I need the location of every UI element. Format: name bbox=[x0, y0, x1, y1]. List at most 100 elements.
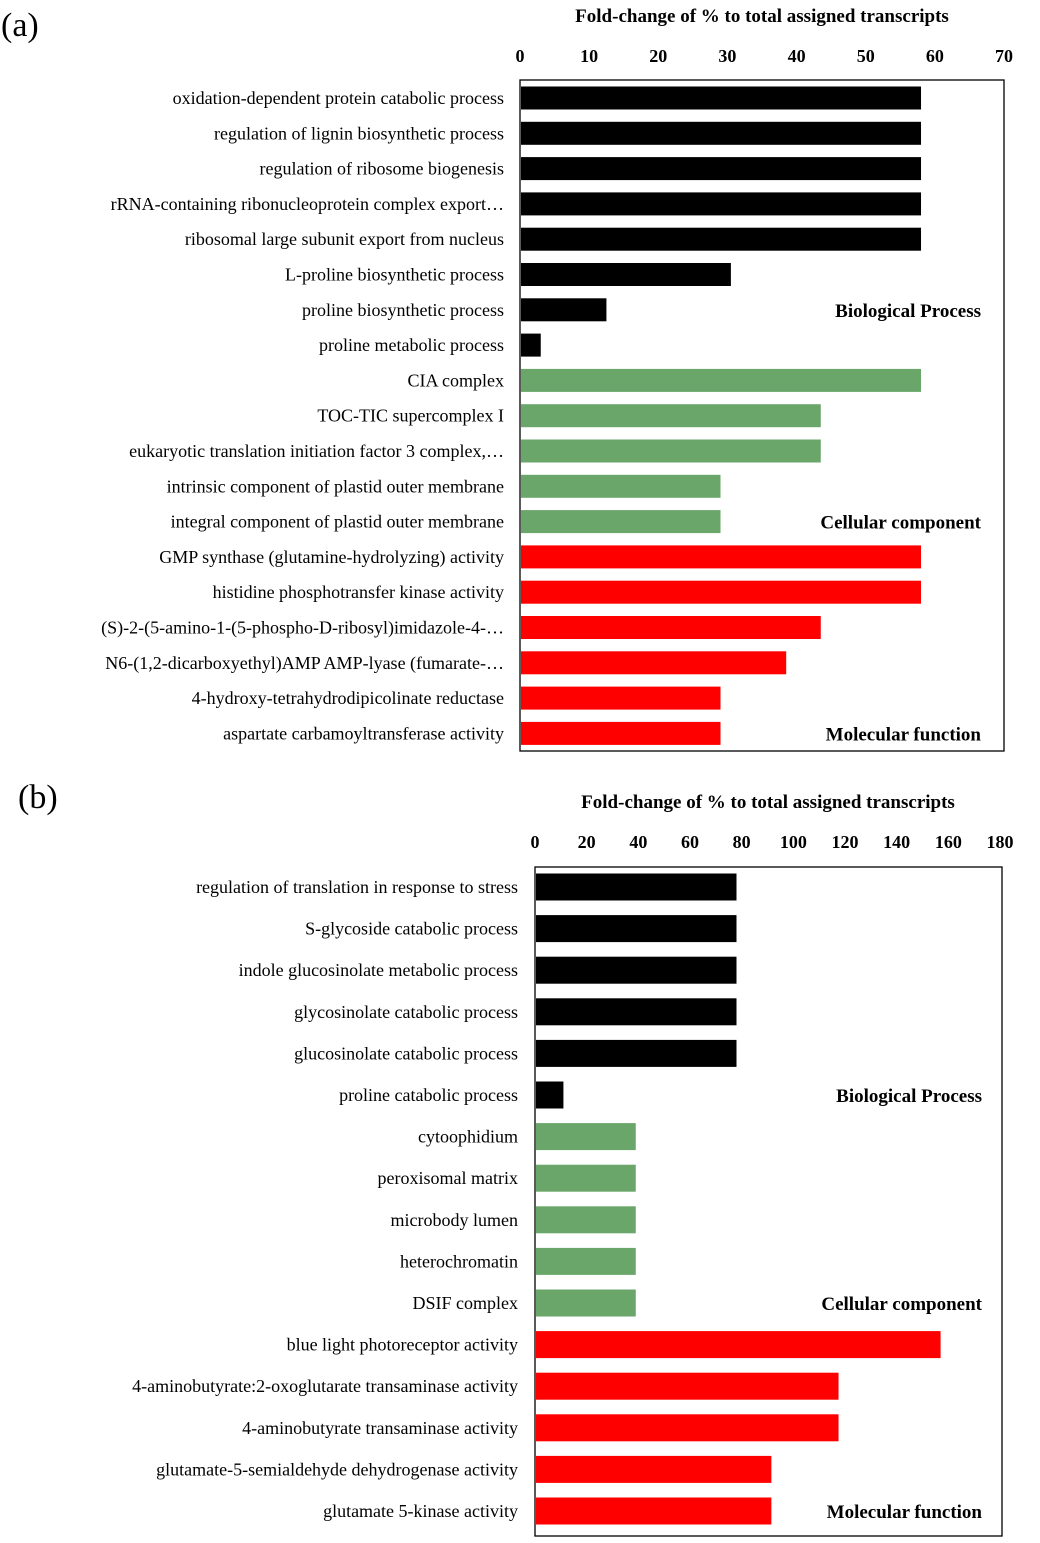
panel-a-x-tick-label: 30 bbox=[718, 46, 736, 66]
panel-b-x-tick-label: 160 bbox=[935, 832, 962, 852]
panel-a-x-tick-label: 70 bbox=[995, 46, 1013, 66]
panel-b-category-label: 4-aminobutyrate:2-oxoglutarate transamin… bbox=[132, 1376, 518, 1396]
panel-a-group-label: Biological Process bbox=[835, 301, 981, 322]
panel-a-x-axis-title: Fold-change of % to total assigned trans… bbox=[575, 6, 949, 27]
panel-a-bar bbox=[521, 263, 731, 286]
panel-a-category-label: regulation of lignin biosynthetic proces… bbox=[214, 123, 504, 143]
panel-a-bar bbox=[521, 227, 922, 251]
panel-a-bar bbox=[521, 121, 922, 145]
panel-a-category-label: GMP synthase (glutamine-hydrolyzing) act… bbox=[159, 547, 504, 568]
panel-a-bar bbox=[521, 510, 721, 534]
panel-b-category-label: glutamate-5-semialdehyde dehydrogenase a… bbox=[156, 1459, 518, 1479]
panel-a-bar bbox=[521, 157, 922, 181]
panel-b-x-tick-label: 120 bbox=[832, 832, 859, 852]
panel-b-category-label: S-glycoside catabolic process bbox=[305, 919, 518, 939]
panel-a-bar bbox=[521, 192, 922, 216]
panel-b-bar bbox=[536, 1081, 564, 1109]
panel-a-bar bbox=[521, 580, 922, 604]
panel-a-bar bbox=[521, 651, 787, 675]
panel-b-bar bbox=[536, 1414, 839, 1442]
panel-a-category-label: aspartate carbamoyltransferase activity bbox=[223, 723, 504, 743]
panel-b-category-label: regulation of translation in response to… bbox=[196, 877, 518, 897]
panel-a-category-label: histidine phosphotransfer kinase activit… bbox=[213, 582, 504, 602]
panel-b-x-tick-label: 140 bbox=[883, 832, 910, 852]
panel-a-x-tick-label: 60 bbox=[926, 46, 944, 66]
panel-b-category-label: glucosinolate catabolic process bbox=[294, 1043, 518, 1063]
panel-b-bar bbox=[536, 1289, 636, 1317]
panel-b-x-tick-label: 100 bbox=[780, 832, 807, 852]
panel-a-bar bbox=[521, 686, 721, 710]
panel-b-x-tick-label: 0 bbox=[531, 832, 540, 852]
panel-b-bar bbox=[536, 956, 737, 984]
panel-b-group-label: Cellular component bbox=[821, 1294, 982, 1315]
panel-a-category-label: integral component of plastid outer memb… bbox=[171, 512, 504, 532]
panel-a-category-label: oxidation-dependent protein catabolic pr… bbox=[173, 88, 504, 108]
panel-b-category-label: microbody lumen bbox=[391, 1210, 518, 1230]
panel-a-group-label: Molecular function bbox=[826, 724, 982, 745]
panel-b-x-tick-label: 80 bbox=[733, 832, 751, 852]
panel-b-category-label: blue light photoreceptor activity bbox=[287, 1335, 518, 1355]
panel-b-bar bbox=[536, 1206, 636, 1234]
panel-b-bar bbox=[536, 1372, 839, 1400]
panel-a-bar bbox=[521, 86, 922, 110]
panel-a-label: (a) bbox=[1, 7, 39, 44]
panel-a-category-label: TOC-TIC supercomplex I bbox=[317, 406, 504, 426]
panel-a-category-label: proline metabolic process bbox=[319, 335, 504, 355]
panel-a-category-label: rRNA-containing ribonucleoprotein comple… bbox=[111, 194, 504, 214]
panel-b-bar bbox=[536, 915, 737, 943]
panel-b-group-label: Biological Process bbox=[836, 1086, 982, 1107]
panel-a-bar bbox=[521, 474, 721, 498]
panel-a-category-label: (S)-2-(5-amino-1-(5-phospho-D-ribosyl)im… bbox=[101, 618, 504, 639]
panel-b-bar bbox=[536, 1331, 941, 1359]
panel-a-x-tick-label: 20 bbox=[649, 46, 667, 66]
panel-a-bar bbox=[521, 368, 922, 392]
panel-a-x-tick-label: 0 bbox=[516, 46, 525, 66]
panel-b-bar bbox=[536, 1497, 772, 1525]
panel-a-x-tick-label: 40 bbox=[788, 46, 806, 66]
panel-b-bar bbox=[536, 998, 737, 1026]
panel-b-category-label: glycosinolate catabolic process bbox=[294, 1002, 518, 1022]
panel-a-category-label: regulation of ribosome biogenesis bbox=[260, 159, 504, 179]
panel-a-category-label: ribosomal large subunit export from nucl… bbox=[185, 229, 504, 249]
panel-b-category-label: indole glucosinolate metabolic process bbox=[239, 960, 518, 980]
panel-a-group-label: Cellular component bbox=[820, 513, 981, 534]
panel-a-chart: (a) Fold-change of % to total assigned tr… bbox=[1, 6, 1013, 752]
panel-b-group-label: Molecular function bbox=[827, 1502, 983, 1523]
panel-b-category-label: DSIF complex bbox=[413, 1293, 519, 1313]
panel-b-x-axis-title: Fold-change of % to total assigned trans… bbox=[581, 792, 955, 813]
panel-b-bar bbox=[536, 873, 737, 901]
panel-a-bar bbox=[521, 404, 821, 428]
panel-a-bar bbox=[521, 333, 541, 357]
panel-a-category-label: eukaryotic translation initiation factor… bbox=[129, 441, 504, 461]
panel-b-bar bbox=[536, 1123, 636, 1151]
panel-a-category-label: intrinsic component of plastid outer mem… bbox=[167, 476, 504, 496]
panel-b-label: (b) bbox=[18, 779, 58, 816]
panel-b-x-tick-label: 20 bbox=[578, 832, 596, 852]
panel-a-category-label: proline biosynthetic process bbox=[302, 300, 504, 320]
panel-a-bar bbox=[521, 616, 821, 639]
panel-b-bar bbox=[536, 1039, 737, 1067]
panel-a-x-tick-label: 10 bbox=[580, 46, 598, 66]
panel-a-bar bbox=[521, 545, 922, 569]
panel-b-category-label: cytoophidium bbox=[418, 1127, 518, 1147]
panel-b-category-label: glutamate 5-kinase activity bbox=[323, 1501, 518, 1521]
panel-b-bar bbox=[536, 1455, 772, 1483]
panel-b-chart: (b) Fold-change of % to total assigned tr… bbox=[18, 779, 1014, 1537]
panel-a-plot-frame bbox=[519, 79, 1005, 752]
panel-b-x-tick-label: 60 bbox=[681, 832, 699, 852]
panel-a-category-label: CIA complex bbox=[408, 370, 505, 390]
panel-b-x-tick-label: 180 bbox=[987, 832, 1014, 852]
panel-a-x-tick-label: 50 bbox=[857, 46, 875, 66]
panel-a-bar bbox=[521, 298, 607, 322]
panel-a-bar bbox=[521, 439, 821, 463]
panel-b-category-label: heterochromatin bbox=[400, 1251, 518, 1271]
panel-b-x-tick-label: 40 bbox=[629, 832, 647, 852]
panel-a-category-label: N6-(1,2-dicarboxyethyl)AMP AMP-lyase (fu… bbox=[105, 653, 504, 674]
panel-b-category-label: proline catabolic process bbox=[339, 1085, 518, 1105]
panel-a-bar bbox=[521, 721, 721, 745]
panel-b-plot-frame bbox=[534, 866, 1003, 1537]
panel-b-bar bbox=[536, 1164, 636, 1192]
panel-a-category-label: 4-hydroxy-tetrahydrodipicolinate reducta… bbox=[192, 688, 504, 708]
panel-b-bar bbox=[536, 1247, 636, 1275]
